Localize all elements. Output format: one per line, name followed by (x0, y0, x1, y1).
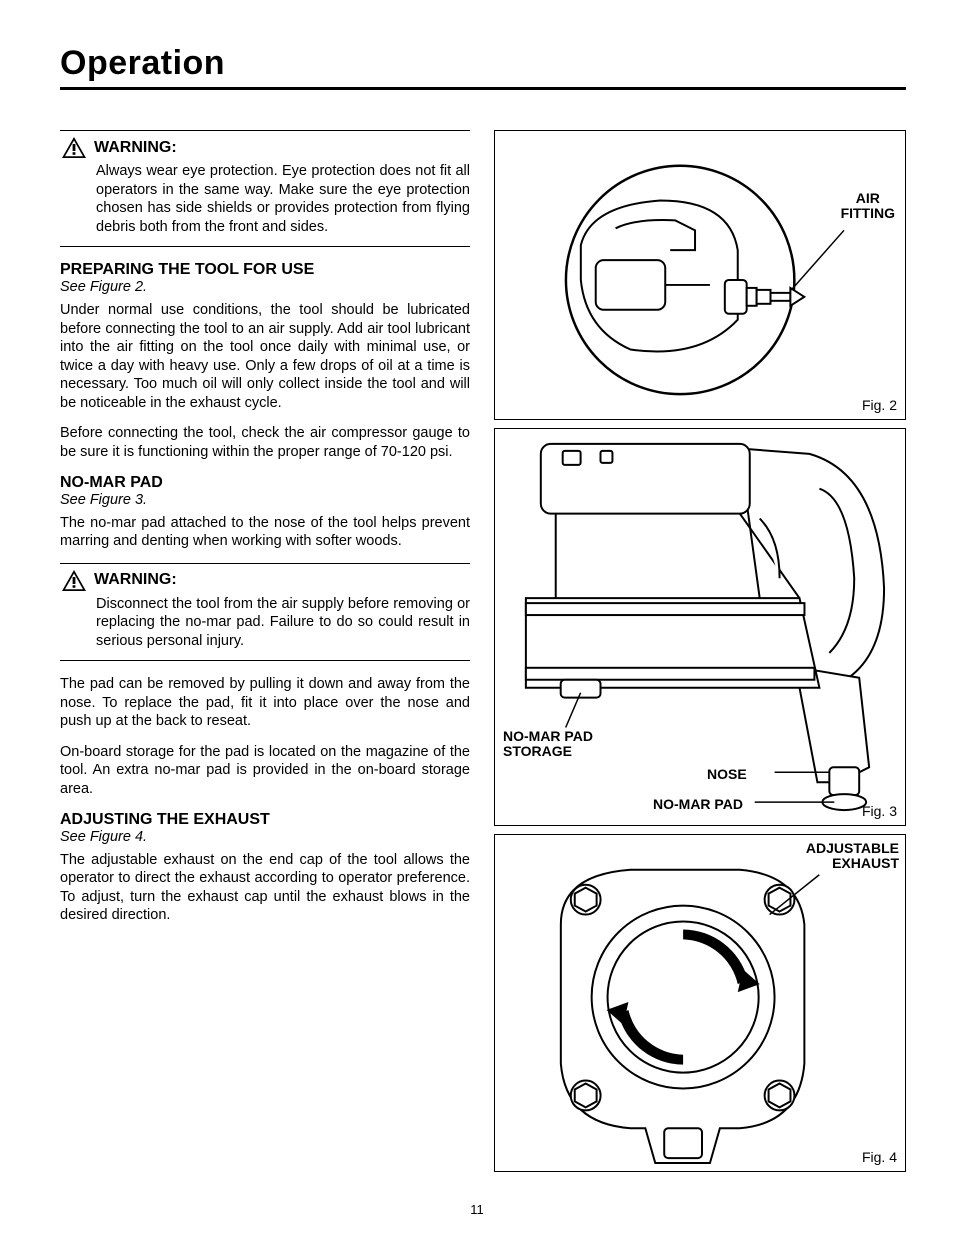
warning-block-1: WARNING: Always wear eye protection. Eye… (60, 130, 470, 247)
sec2b-p1: The pad can be removed by pulling it dow… (60, 675, 470, 731)
page-number: 11 (0, 1202, 954, 1217)
figure-3-diagram (495, 429, 905, 825)
fig3-caption: Fig. 3 (862, 803, 897, 819)
right-column: AIRFITTING Fig. 2 (494, 130, 906, 1172)
callout-adjustable-exhaust-text: ADJUSTABLEEXHAUST (806, 840, 899, 871)
warning-label-2: WARNING: (94, 571, 177, 589)
section-head-preparing: PREPARING THE TOOL FOR USE (60, 261, 470, 279)
callout-nomar-pad: NO-MAR PAD (653, 797, 743, 812)
left-column: WARNING: Always wear eye protection. Eye… (60, 130, 470, 1172)
warning-body-1: Always wear eye protection. Eye protecti… (96, 162, 470, 236)
sec1-p1: Under normal use conditions, the tool sh… (60, 301, 470, 412)
fig2-caption: Fig. 2 (862, 397, 897, 413)
warning-body-2: Disconnect the tool from the air supply … (96, 595, 470, 651)
warning-triangle-icon (62, 570, 86, 591)
sec2-p1: The no-mar pad attached to the nose of t… (60, 514, 470, 551)
sec3-p1: The adjustable exhaust on the end cap of… (60, 851, 470, 925)
callout-air-fitting: AIRFITTING (841, 191, 895, 222)
callout-nose-text: NOSE (707, 766, 747, 782)
warning-head-2: WARNING: (62, 570, 470, 591)
section-head-exhaust: ADJUSTING THE EXHAUST (60, 811, 470, 829)
callout-nomar-storage: NO-MAR PADSTORAGE (503, 729, 613, 760)
callout-nomar-storage-text: NO-MAR PADSTORAGE (503, 728, 593, 759)
see-figure-2: See Figure 2. (60, 279, 470, 295)
sec2b-p2: On-board storage for the pad is located … (60, 743, 470, 799)
figure-2-diagram (495, 131, 905, 419)
content-columns: WARNING: Always wear eye protection. Eye… (60, 130, 906, 1172)
see-figure-4: See Figure 4. (60, 829, 470, 845)
callout-nose: NOSE (707, 767, 747, 782)
callout-nomar-pad-text: NO-MAR PAD (653, 796, 743, 812)
figure-4: ADJUSTABLEEXHAUST Fig. 4 (494, 834, 906, 1172)
fig4-caption: Fig. 4 (862, 1149, 897, 1165)
sec1-p2: Before connecting the tool, check the ai… (60, 424, 470, 461)
see-figure-3: See Figure 3. (60, 492, 470, 508)
warning-block-2: WARNING: Disconnect the tool from the ai… (60, 563, 470, 662)
section-head-nomar: NO-MAR PAD (60, 474, 470, 492)
figure-4-diagram (495, 835, 905, 1171)
callout-adjustable-exhaust: ADJUSTABLEEXHAUST (799, 841, 899, 872)
warning-triangle-icon (62, 137, 86, 158)
page-title: Operation (60, 44, 906, 90)
warning-head-1: WARNING: (62, 137, 470, 158)
figure-3: NO-MAR PADSTORAGE NOSE NO-MAR PAD Fig. 3 (494, 428, 906, 826)
warning-label-1: WARNING: (94, 139, 177, 157)
figure-2: AIRFITTING Fig. 2 (494, 130, 906, 420)
